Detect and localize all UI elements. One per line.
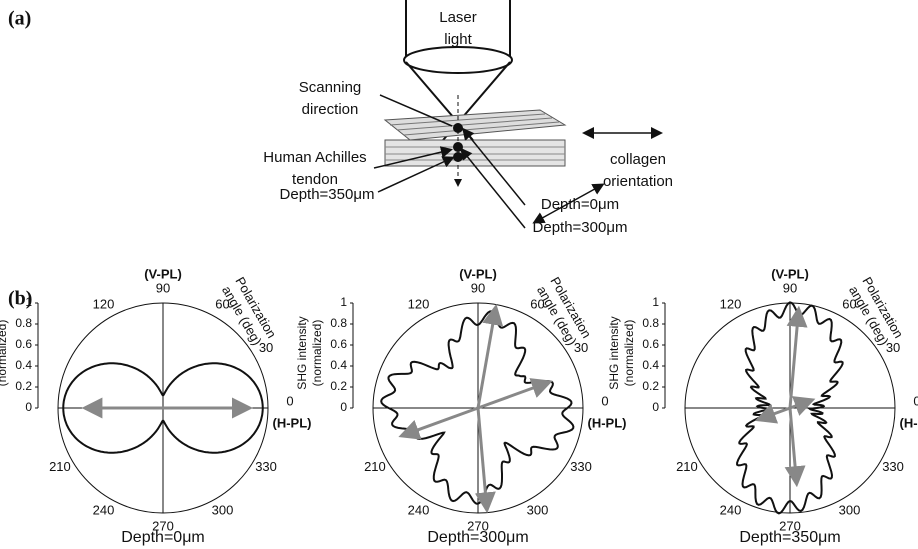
label: Human Achilles — [263, 149, 366, 166]
label: 240 — [408, 502, 430, 517]
label: Depth=350μm — [739, 529, 840, 546]
label: 1 — [25, 295, 32, 309]
label: 0.6 — [15, 337, 32, 351]
label: 90 — [783, 280, 797, 295]
label: 90 — [471, 280, 485, 295]
label: Depth=300μm — [533, 219, 628, 236]
label: 0.6 — [642, 337, 659, 351]
arrow — [404, 408, 478, 435]
label: 1 — [652, 295, 659, 309]
panel-label: (a) — [8, 8, 31, 30]
label: (H-PL) — [273, 415, 312, 430]
label: orientation — [603, 173, 673, 190]
label: 0 — [340, 400, 347, 414]
label: 210 — [364, 459, 386, 474]
label: 0.2 — [330, 379, 347, 393]
arrow — [478, 383, 547, 408]
label: 300 — [527, 502, 549, 517]
label: direction — [302, 101, 359, 118]
label: (normalized) — [0, 320, 9, 387]
label: (normalized) — [622, 320, 636, 387]
label: 90 — [156, 280, 170, 295]
label: 0.8 — [642, 316, 659, 330]
label: 0 — [652, 400, 659, 414]
label: 330 — [255, 459, 277, 474]
label: 210 — [676, 459, 698, 474]
label: (V-PL) — [771, 266, 809, 281]
label: 0 — [913, 393, 918, 408]
label: collagen — [610, 151, 666, 168]
label: SHG intensity — [295, 316, 309, 389]
label: (H-PL) — [588, 415, 627, 430]
label: 300 — [839, 502, 861, 517]
label: (normalized) — [310, 320, 324, 387]
label: Laser — [439, 9, 477, 26]
figure: (a) (b) LaserlightScanningdirectionHuman… — [0, 0, 918, 549]
label: light — [444, 31, 472, 48]
label: 0.4 — [15, 358, 32, 372]
label: 330 — [570, 459, 592, 474]
label: 210 — [49, 459, 71, 474]
label: Depth=0μm — [121, 529, 204, 546]
label: 1 — [340, 295, 347, 309]
label: 120 — [93, 296, 115, 311]
label: 0.2 — [15, 379, 32, 393]
arrow — [790, 408, 796, 481]
label: (H-PL) — [900, 415, 918, 430]
arrow — [478, 310, 495, 408]
arrow — [790, 312, 798, 408]
arrow — [790, 401, 810, 408]
label: 0 — [25, 400, 32, 414]
label: SHG intensity — [607, 316, 621, 389]
label: 120 — [408, 296, 430, 311]
label: Depth=0μm — [541, 196, 619, 213]
arrow — [478, 408, 487, 507]
label: 0.2 — [642, 379, 659, 393]
label: Depth=300μm — [427, 529, 528, 546]
label: 120 — [720, 296, 742, 311]
label: 300 — [212, 502, 234, 517]
label: 0.8 — [15, 316, 32, 330]
label: Depth=350μm — [280, 186, 375, 203]
label: 330 — [882, 459, 904, 474]
label: 240 — [93, 502, 115, 517]
label: 0 — [286, 393, 293, 408]
label: (V-PL) — [144, 266, 182, 281]
label: 0.4 — [330, 358, 347, 372]
label: 0.8 — [330, 316, 347, 330]
label: 0.6 — [330, 337, 347, 351]
label: 0.4 — [642, 358, 659, 372]
label: 0 — [601, 393, 608, 408]
label: Scanning — [299, 79, 362, 96]
label: 240 — [720, 502, 742, 517]
label: (V-PL) — [459, 266, 497, 281]
